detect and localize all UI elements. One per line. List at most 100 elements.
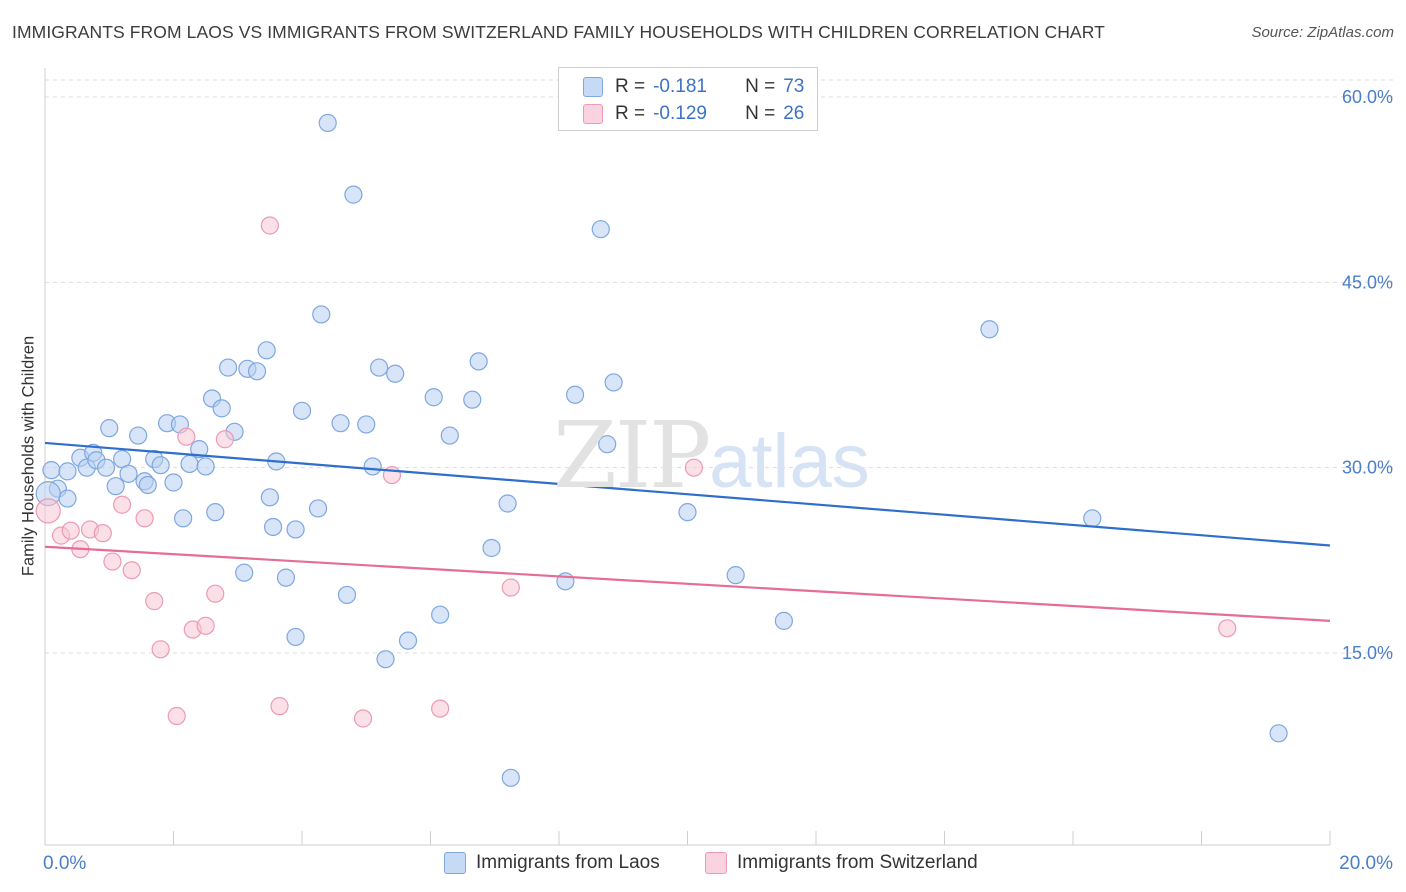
- switzerland-point: [270, 697, 289, 716]
- y-tick-label: 45.0%: [1342, 272, 1393, 292]
- laos-point: [263, 517, 283, 537]
- r-label: R =: [615, 103, 646, 124]
- switzerland-point: [684, 458, 704, 477]
- laos-point: [357, 415, 376, 434]
- laos-point: [678, 503, 697, 522]
- laos-point: [774, 611, 793, 630]
- series-legend: Immigrants from Laos Immigrants from Swi…: [0, 852, 1406, 878]
- laos-point: [398, 631, 418, 650]
- laos-point: [119, 464, 138, 483]
- laos-legend-label: Immigrants from Laos: [476, 852, 660, 873]
- laos-point: [424, 388, 443, 407]
- laos-legend-swatch: [444, 852, 466, 874]
- laos-point: [312, 305, 331, 324]
- laos-point: [1269, 724, 1288, 743]
- switzerland-point: [196, 616, 215, 635]
- switzerland-point: [1218, 619, 1237, 638]
- stats-legend: R = -0.181 N = 73 R = -0.129 N = 26: [558, 67, 818, 131]
- laos-point: [42, 461, 61, 480]
- legend-item-switzerland[interactable]: Immigrants from Switzerland: [705, 852, 978, 874]
- switzerland-point: [151, 640, 170, 659]
- laos-point: [286, 520, 305, 539]
- laos-point: [482, 538, 501, 558]
- laos-point: [501, 768, 520, 787]
- legend-row-laos: R = -0.181 N = 73: [583, 76, 804, 98]
- trend-lines: [44, 441, 1331, 622]
- laos-swatch: [583, 77, 603, 97]
- laos-point: [463, 390, 482, 409]
- laos-point: [190, 440, 209, 459]
- laos-point: [386, 364, 405, 383]
- y-tick-label: 30.0%: [1342, 458, 1393, 478]
- switzerland-point: [112, 495, 132, 514]
- laos-point: [331, 414, 350, 433]
- laos-point: [276, 568, 296, 587]
- laos-point: [164, 473, 183, 492]
- switzerland-point: [501, 578, 520, 597]
- laos-point: [726, 566, 745, 585]
- switzerland-point: [35, 498, 61, 524]
- laos-point: [363, 457, 382, 476]
- laos-point: [292, 401, 312, 420]
- legend-row-switzerland: R = -0.129 N = 26: [583, 103, 804, 125]
- r-value: -0.181: [653, 76, 707, 97]
- n-value: 73: [783, 76, 805, 97]
- switzerland-point: [431, 699, 450, 718]
- switzerland-swatch: [583, 104, 603, 124]
- laos-point: [196, 457, 215, 476]
- n-label: N =: [745, 76, 776, 97]
- laos-point: [591, 220, 610, 239]
- switzerland-point: [103, 552, 122, 571]
- laos-point: [598, 435, 617, 454]
- laos-point: [235, 563, 254, 582]
- laos-point: [337, 585, 357, 605]
- watermark: ZIPatlas: [553, 402, 870, 509]
- laos-point: [219, 358, 238, 377]
- laos-point: [431, 605, 450, 624]
- n-label: N =: [745, 103, 776, 124]
- switzerland-point: [93, 524, 112, 543]
- laos-point: [370, 358, 389, 377]
- laos-point: [257, 341, 276, 360]
- laos-point: [565, 385, 585, 404]
- laos-point: [440, 426, 459, 445]
- laos-point: [286, 627, 305, 647]
- x-max-label: 20.0%: [1339, 853, 1393, 874]
- laos-point: [138, 475, 157, 495]
- laos-point: [260, 488, 279, 507]
- laos-point: [318, 113, 337, 133]
- switzerland-point: [135, 509, 154, 528]
- laos-point: [469, 352, 488, 371]
- n-value: 26: [783, 103, 805, 124]
- y-tick-labels: 15.0% 30.0% 45.0% 60.0%: [1342, 87, 1393, 663]
- switzerland-point: [177, 427, 196, 446]
- laos-point: [247, 362, 267, 381]
- switzerland-legend-swatch: [705, 852, 727, 874]
- watermark-zip: ZIP: [553, 402, 711, 509]
- r-value: -0.129: [653, 103, 707, 124]
- laos-point: [129, 426, 148, 445]
- laos-point: [1083, 509, 1102, 528]
- laos-point: [212, 399, 231, 418]
- r-label: R =: [615, 76, 646, 97]
- laos-point: [180, 454, 199, 474]
- laos-point: [174, 509, 193, 528]
- laos-point: [151, 456, 170, 475]
- switzerland-point: [206, 584, 225, 603]
- legend-item-laos[interactable]: Immigrants from Laos: [444, 852, 660, 874]
- switzerland-trend-line: [44, 545, 1331, 622]
- switzerland-point: [145, 592, 164, 611]
- laos-point: [96, 458, 116, 477]
- laos-point: [498, 494, 517, 513]
- y-axis-label: Family Households with Children: [19, 335, 38, 577]
- laos-point: [376, 650, 395, 669]
- switzerland-point: [215, 430, 234, 449]
- laos-point: [100, 419, 119, 438]
- laos-point: [308, 499, 328, 518]
- laos-point: [344, 185, 363, 204]
- chart-title: IMMIGRANTS FROM LAOS VS IMMIGRANTS FROM …: [12, 22, 1105, 42]
- switzerland-point: [167, 706, 186, 726]
- switzerland-legend-label: Immigrants from Switzerland: [737, 852, 978, 873]
- laos-point: [58, 462, 77, 481]
